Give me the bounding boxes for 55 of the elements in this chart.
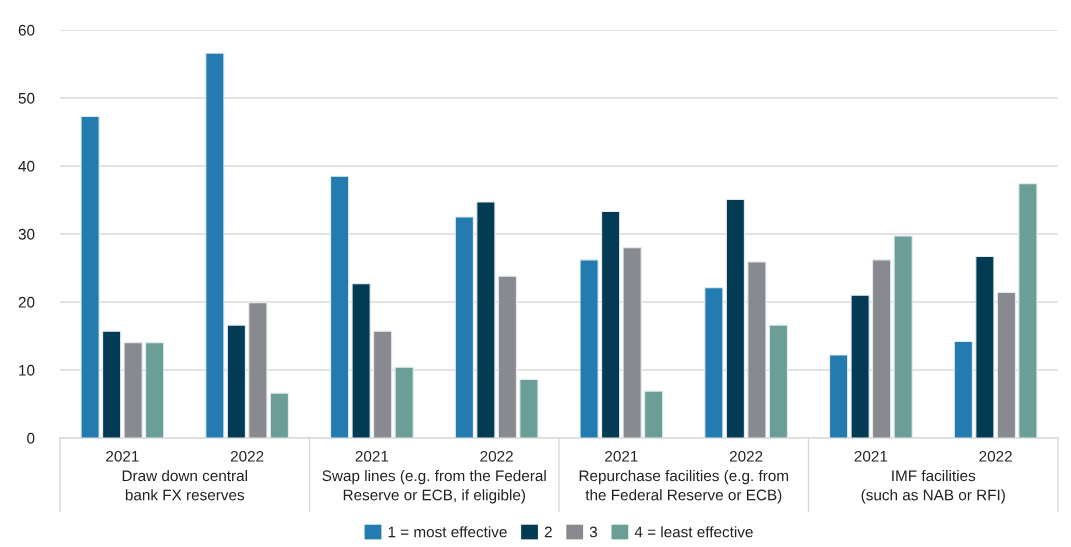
- bar: [953, 340, 973, 438]
- bar: [373, 330, 393, 438]
- bar: [269, 392, 289, 438]
- y-tick-label: 0: [27, 432, 35, 444]
- x-tick-label: 2022: [979, 450, 1012, 462]
- legend-label: 1 = most effective: [388, 526, 507, 538]
- y-tick-label: 60: [18, 24, 35, 36]
- x-tick-label: 2021: [106, 450, 139, 462]
- text: Repurchase facilities (e.g. from the Federal Reserve or ECB): [579, 469, 789, 504]
- bar: [123, 342, 143, 438]
- bar: [704, 287, 724, 438]
- bar: [601, 211, 621, 438]
- x-tick-label: 2022: [729, 450, 763, 462]
- bar: [996, 291, 1016, 438]
- x-tick-label: 2021: [605, 450, 638, 462]
- bar: [579, 259, 599, 438]
- bar: [519, 378, 539, 438]
- x-tick-label: 2021: [355, 450, 389, 462]
- bar: [226, 324, 246, 438]
- bar: [476, 201, 496, 438]
- bar: [80, 115, 100, 438]
- bar: [850, 294, 870, 438]
- bar: [145, 342, 165, 438]
- bar: [454, 216, 474, 438]
- y-tick-label: 20: [18, 296, 35, 308]
- legend-label: 2: [544, 526, 552, 538]
- bar: [644, 390, 664, 438]
- bar: [497, 275, 517, 438]
- y-tick-label: 10: [19, 364, 35, 376]
- bar: [102, 330, 122, 438]
- bar: [248, 302, 268, 438]
- x-tick-label: 2022: [480, 450, 513, 462]
- legend-label: 4 = least effective: [634, 526, 753, 538]
- bar: [975, 255, 995, 438]
- bar: [829, 354, 849, 438]
- x-tick-label: 2022: [230, 450, 264, 462]
- bar: [872, 259, 892, 438]
- x-tick-label: 2021: [854, 450, 888, 462]
- bar: [330, 175, 350, 438]
- text: Draw down central bank FX reserves: [122, 469, 247, 501]
- text: Swap lines (e.g. from the Federal Reserve or ECB, if eligible): [322, 469, 546, 504]
- bar: [893, 235, 913, 438]
- bar: [205, 52, 225, 438]
- y-tick-label: 30: [18, 228, 35, 240]
- bar: [394, 366, 414, 438]
- y-tick-label: 40: [18, 160, 35, 172]
- bar: [768, 324, 788, 438]
- y-tick-label: 50: [18, 92, 35, 104]
- bar: [622, 247, 642, 438]
- bar: [725, 198, 745, 438]
- text: IMF facilities (such as NAB or RFI): [861, 469, 1005, 504]
- bar: [1018, 183, 1038, 438]
- legend-label: 3: [589, 526, 598, 538]
- bar: [747, 261, 767, 438]
- bar: [351, 283, 371, 438]
